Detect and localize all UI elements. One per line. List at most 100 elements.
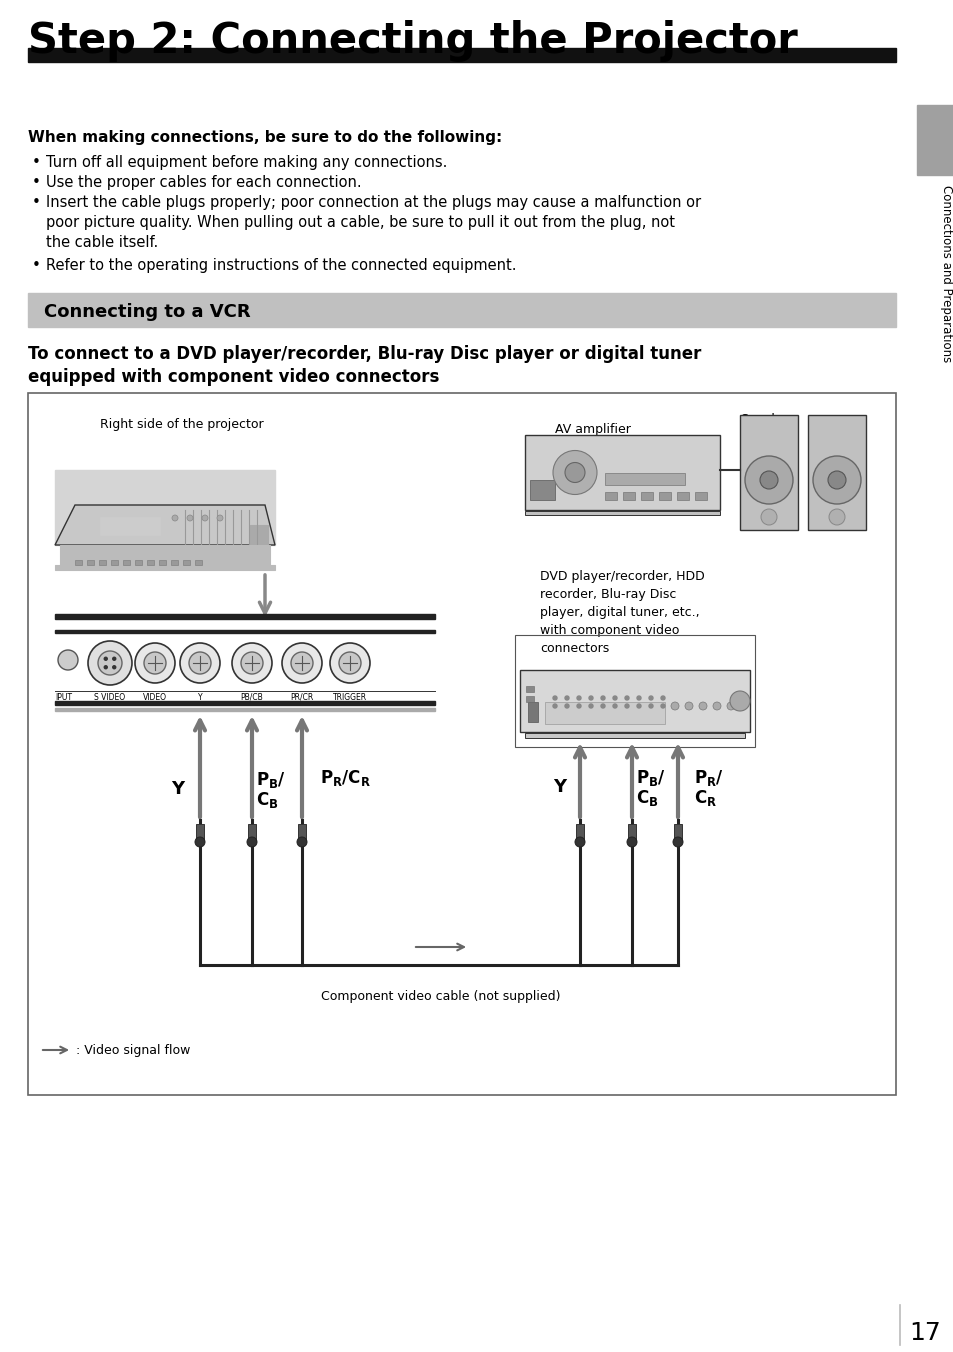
Text: poor picture quality. When pulling out a cable, be sure to pull it out from the : poor picture quality. When pulling out a… [46,215,675,230]
Text: $\mathregular{P_R}$/: $\mathregular{P_R}$/ [693,768,723,788]
Bar [87,560,94,565]
Circle shape [98,652,122,675]
Bar [183,560,190,565]
Circle shape [624,696,628,700]
Bar [28,49,895,62]
Bar [147,560,153,565]
Text: Right side of the projector: Right side of the projector [100,418,263,431]
Circle shape [282,644,322,683]
Bar [248,823,255,842]
Text: Refer to the operating instructions of the connected equipment.: Refer to the operating instructions of t… [46,258,516,273]
Text: AV amplifier: AV amplifier [555,423,630,435]
Bar [695,492,706,500]
Circle shape [104,665,107,669]
Circle shape [104,657,107,660]
Text: •: • [32,174,41,191]
Circle shape [637,704,640,708]
Bar [604,492,617,500]
Text: Component video cable (not supplied): Component video cable (not supplied) [321,990,560,1003]
Bar [519,671,749,731]
Text: $\mathregular{P_B}$/: $\mathregular{P_B}$/ [636,768,665,788]
Text: $\mathregular{C_B}$: $\mathregular{C_B}$ [255,790,278,810]
Text: Connecting to a VCR: Connecting to a VCR [44,303,251,320]
Text: •: • [32,155,41,170]
Circle shape [187,515,193,521]
Bar [576,823,583,842]
Text: Y: Y [553,777,566,796]
Bar [75,560,82,565]
Text: •: • [32,195,41,210]
Bar [171,560,178,565]
Text: Step 2: Connecting the Projector: Step 2: Connecting the Projector [28,20,797,62]
Circle shape [58,650,78,671]
Circle shape [726,702,734,710]
Circle shape [637,696,640,700]
Bar [673,823,681,842]
Circle shape [613,704,617,708]
Circle shape [577,704,580,708]
Circle shape [575,837,584,846]
Bar [100,516,160,535]
Bar [527,702,537,722]
Circle shape [744,456,792,504]
Circle shape [660,704,664,708]
Bar [55,565,274,571]
Bar [159,560,166,565]
Circle shape [577,696,580,700]
Circle shape [202,515,208,521]
Text: connectors: connectors [539,642,609,654]
Text: When making connections, be sure to do the following:: When making connections, be sure to do t… [28,130,501,145]
Text: Connections and Preparations: Connections and Preparations [940,185,952,362]
Circle shape [699,702,706,710]
Circle shape [672,837,682,846]
Circle shape [812,456,861,504]
Text: with component video: with component video [539,625,679,637]
Circle shape [588,704,593,708]
Text: : Video signal flow: : Video signal flow [76,1044,191,1057]
Circle shape [760,470,778,489]
Circle shape [194,837,205,846]
Text: TRIGGER: TRIGGER [333,694,367,702]
Circle shape [241,652,263,675]
Bar [627,823,636,842]
Bar [195,823,204,842]
Bar [194,560,202,565]
Bar [55,630,435,633]
Bar [740,415,797,530]
Text: IPUT: IPUT [55,694,71,702]
Text: PR/CR: PR/CR [290,694,314,702]
Bar [123,560,130,565]
Circle shape [553,450,597,495]
Bar [640,492,652,500]
Circle shape [600,704,604,708]
Circle shape [291,652,313,675]
Text: the cable itself.: the cable itself. [46,235,158,250]
Text: •: • [32,258,41,273]
Circle shape [670,702,679,710]
Bar [604,473,684,485]
Bar [111,560,118,565]
Circle shape [330,644,370,683]
Circle shape [729,691,749,711]
Circle shape [135,644,174,683]
Bar [677,492,688,500]
Bar [55,700,435,704]
Circle shape [216,515,223,521]
Text: DVD player/recorder, HDD: DVD player/recorder, HDD [539,571,704,583]
Bar [135,560,142,565]
Text: Use the proper cables for each connection.: Use the proper cables for each connectio… [46,174,361,191]
Bar [524,733,744,738]
Text: recorder, Blu-ray Disc: recorder, Blu-ray Disc [539,588,676,602]
Bar [525,685,534,692]
Circle shape [624,704,628,708]
Bar [916,105,953,174]
Circle shape [112,665,115,669]
Text: To connect to a DVD player/recorder, Blu-ray Disc player or digital tuner: To connect to a DVD player/recorder, Blu… [28,345,700,362]
Bar [28,393,895,1095]
Text: Y: Y [172,780,184,798]
Circle shape [553,696,557,700]
Circle shape [827,470,845,489]
Bar [55,614,435,619]
Bar [525,696,534,702]
Circle shape [564,696,568,700]
